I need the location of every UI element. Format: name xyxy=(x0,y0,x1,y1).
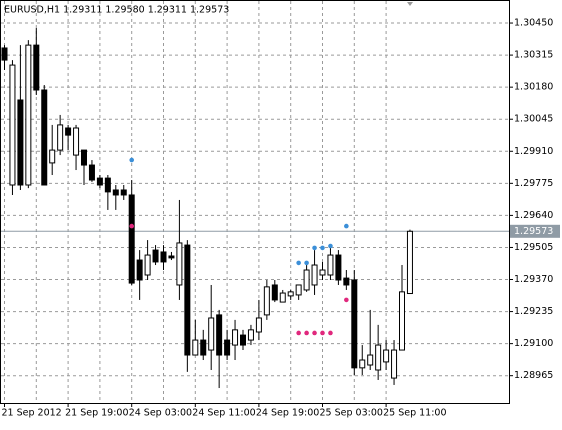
candle-body xyxy=(247,329,254,341)
candle-body xyxy=(176,242,183,286)
y-tick-label: 1.29370 xyxy=(514,274,553,285)
candle-body xyxy=(383,349,390,363)
y-tick-label: 1.30180 xyxy=(514,82,553,93)
candle-body xyxy=(200,339,207,356)
candle-body xyxy=(1,47,8,61)
candle-body xyxy=(224,339,231,356)
y-tick-label: 1.29100 xyxy=(514,338,553,349)
candle-body xyxy=(391,349,398,379)
candle-body xyxy=(216,314,223,356)
candle-body xyxy=(319,269,326,276)
candle-body xyxy=(367,354,374,366)
candle-body xyxy=(17,99,24,186)
candle-body xyxy=(375,344,382,371)
candle-body xyxy=(327,254,334,276)
candle-body xyxy=(192,339,199,356)
candle-body xyxy=(136,259,143,281)
candle-body xyxy=(303,269,310,291)
candle-body xyxy=(73,127,80,156)
plot xyxy=(1,28,509,389)
fractal-dot xyxy=(304,260,309,266)
price-label-box xyxy=(510,224,560,238)
x-tick-label: 24 Sep 19:00 xyxy=(256,408,319,419)
candle-body xyxy=(160,251,167,263)
x-tick-label: 25 Sep 11:00 xyxy=(383,408,446,419)
y-tick-label: 1.30450 xyxy=(514,18,553,29)
shift-marker xyxy=(407,2,413,6)
candle-body xyxy=(406,230,413,295)
candle-body xyxy=(120,189,127,196)
y-tick-label: 1.29505 xyxy=(514,242,553,253)
fractal-dot xyxy=(304,330,309,336)
chart-title: EURUSD,H1 1.29311 1.29580 1.29311 1.2957… xyxy=(4,5,229,16)
candle-body xyxy=(208,317,215,351)
candle-body xyxy=(240,334,246,346)
candle-body xyxy=(263,286,270,316)
candle-body xyxy=(184,244,191,356)
x-tick-label: 21 Sep 19:00 xyxy=(65,408,128,419)
y-tick-label: 1.29910 xyxy=(514,146,553,157)
candle-body xyxy=(65,127,72,136)
y-tick-label: 1.30315 xyxy=(514,50,553,61)
candle-body xyxy=(152,249,159,263)
x-tick-label: 24 Sep 11:00 xyxy=(192,408,255,419)
x-tick-label: 24 Sep 03:00 xyxy=(129,408,192,419)
fractal-dot xyxy=(296,330,301,336)
fractal-dot xyxy=(296,260,301,266)
fractal-dot xyxy=(312,330,317,336)
candle-body xyxy=(128,194,135,284)
candle-body xyxy=(168,255,175,259)
candle-body xyxy=(279,292,286,303)
candle-body xyxy=(49,149,56,164)
fractal-dot xyxy=(320,330,325,336)
x-tick-label: 25 Sep 03:00 xyxy=(320,408,383,419)
candle-body xyxy=(57,124,64,151)
price-label: 1.29573 xyxy=(514,226,553,237)
candle-body xyxy=(112,189,119,196)
y-tick-label: 1.29775 xyxy=(514,178,553,189)
fractal-dot xyxy=(328,243,333,249)
candle-body xyxy=(88,164,95,181)
fractal-dot xyxy=(344,297,349,303)
y-tick-label: 1.29640 xyxy=(514,210,553,221)
candle-body xyxy=(144,254,151,276)
y-tick-label: 1.28965 xyxy=(514,370,553,381)
candle-body xyxy=(104,177,111,193)
y-tick-label: 1.29235 xyxy=(514,306,553,317)
candle-body xyxy=(9,64,16,186)
fractal-dot xyxy=(344,223,349,229)
candle-body xyxy=(255,317,262,333)
fractal-dot xyxy=(129,157,134,163)
candle-body xyxy=(351,279,358,369)
fractal-dot xyxy=(129,223,134,229)
candle-body xyxy=(96,177,103,186)
candle-body xyxy=(295,284,302,296)
candle-body xyxy=(41,89,48,186)
candle-body xyxy=(311,264,318,286)
candle-body xyxy=(232,329,239,346)
candle-body xyxy=(343,277,350,286)
fractal-dot xyxy=(320,245,325,251)
candle-body xyxy=(335,254,342,281)
candle-body xyxy=(33,44,40,91)
candle-body xyxy=(287,291,294,297)
fractal-dot xyxy=(312,245,317,251)
candle-body xyxy=(81,149,87,166)
y-tick-label: 1.30045 xyxy=(514,114,553,125)
candle-body xyxy=(399,291,405,351)
fractal-dot xyxy=(328,330,333,336)
x-tick-label: 21 Sep 2012 xyxy=(2,408,62,419)
candle-body xyxy=(271,284,278,301)
candle-body xyxy=(359,359,366,369)
candle-body xyxy=(25,44,32,186)
plot-frame xyxy=(0,0,510,404)
